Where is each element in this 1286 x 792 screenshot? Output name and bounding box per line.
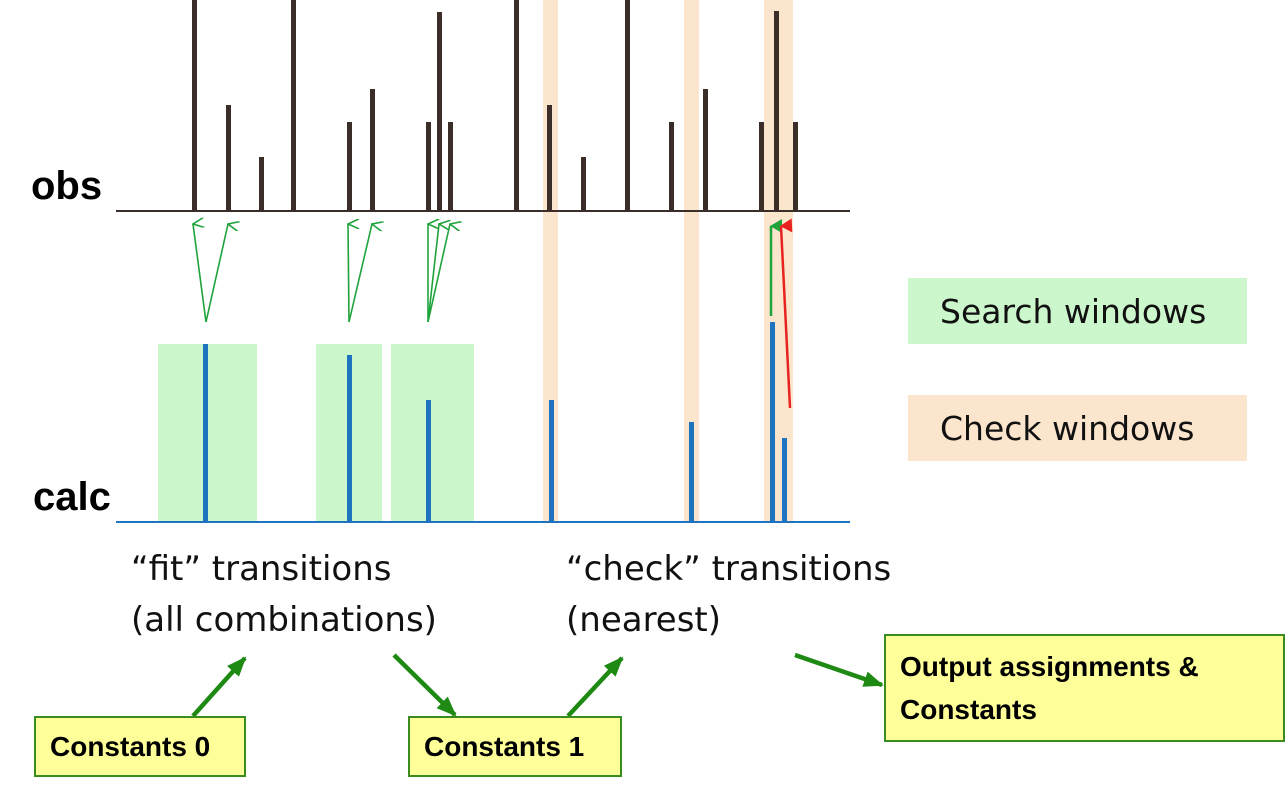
- calc-spectrum: [116, 322, 850, 523]
- flow-arrow-fit-to-constants1: [392, 653, 457, 717]
- constants-1-box: Constants 1: [408, 716, 622, 777]
- flow-arrows: [191, 652, 884, 718]
- constants-1-label: Constants 1: [424, 730, 585, 762]
- legend-search-windows: Search windows: [908, 278, 1247, 344]
- check-transition-arrows: [769, 218, 793, 409]
- check-caption-line2: (nearest): [566, 600, 722, 640]
- calc-peak: [689, 422, 694, 522]
- obs-peak: [793, 122, 798, 211]
- legend-search-label: Search windows: [940, 291, 1207, 331]
- constants-0-box: Constants 0: [34, 716, 246, 777]
- obs-label: obs: [31, 164, 103, 208]
- obs-peak: [192, 0, 197, 211]
- output-label: Output assignments & Constants: [900, 645, 1199, 732]
- obs-peak: [625, 0, 630, 211]
- fit-transitions-caption: “fit” transitions (all combinations): [131, 544, 437, 646]
- obs-peak: [581, 157, 586, 211]
- flow-arrow-constants0-to-fit: [191, 656, 247, 718]
- output-label-line2: Constants: [900, 694, 1037, 725]
- legend-check-label: Check windows: [940, 408, 1195, 448]
- obs-peak: [759, 122, 764, 211]
- fit-arrow: [427, 224, 439, 323]
- check-window: [543, 0, 558, 522]
- obs-peak: [437, 12, 442, 211]
- obs-peak: [291, 0, 296, 211]
- fit-caption-line2: (all combinations): [131, 600, 437, 640]
- obs-peak: [774, 11, 779, 211]
- check-windows: [543, 0, 793, 522]
- flow-arrow-check-to-output: [794, 652, 884, 688]
- fit-caption-line1: “fit” transitions: [131, 549, 392, 589]
- obs-peak: [703, 89, 708, 211]
- check-transitions-caption: “check” transitions (nearest): [566, 544, 891, 646]
- calc-peak: [549, 400, 554, 522]
- obs-peak: [370, 89, 375, 211]
- obs-peak: [514, 0, 519, 211]
- calc-peak: [203, 344, 208, 522]
- obs-peak: [547, 105, 552, 211]
- obs-peak: [347, 122, 352, 211]
- output-label-line1: Output assignments &: [900, 650, 1199, 682]
- check-arrow-red: [779, 218, 793, 409]
- search-window: [391, 344, 474, 522]
- fit-arrow: [348, 224, 349, 323]
- calc-peak: [782, 438, 787, 522]
- fit-transition-arrows: [193, 224, 450, 323]
- check-window: [684, 0, 699, 522]
- obs-peak: [259, 157, 264, 211]
- obs-peak: [448, 122, 453, 211]
- flow-arrow-constants1-to-check: [566, 656, 624, 718]
- calc-peak: [347, 355, 352, 522]
- obs-peak: [226, 105, 231, 211]
- constants-0-label: Constants 0: [50, 730, 211, 762]
- fit-arrow: [427, 224, 450, 323]
- legend-check-windows: Check windows: [908, 395, 1247, 461]
- fit-arrow: [348, 224, 372, 323]
- check-caption-line1: “check” transitions: [566, 549, 892, 589]
- fit-arrow: [205, 224, 228, 323]
- obs-spectrum: [116, 0, 850, 212]
- fit-arrow: [193, 224, 207, 323]
- calc-peak: [770, 322, 775, 522]
- obs-peak: [426, 122, 431, 211]
- output-box: Output assignments & Constants: [884, 634, 1285, 742]
- obs-peak: [669, 122, 674, 211]
- calc-label: calc: [33, 475, 111, 519]
- calc-peak: [426, 400, 431, 522]
